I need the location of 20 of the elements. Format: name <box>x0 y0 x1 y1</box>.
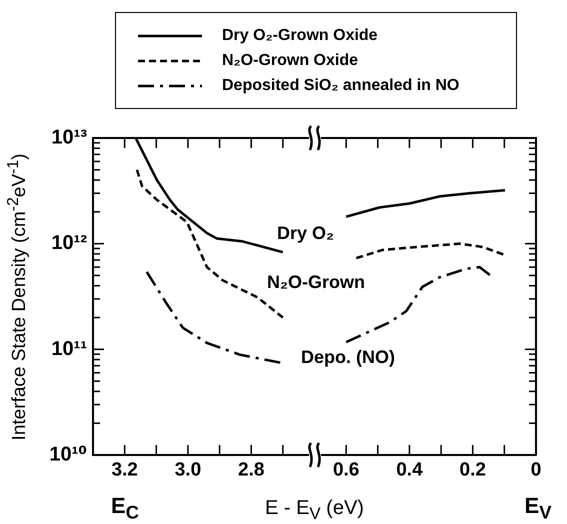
y-tick-label: 10¹⁰ <box>49 444 87 466</box>
x-tick-label: 0.4 <box>396 460 424 481</box>
legend-label: Dry O₂-Grown Oxide <box>222 26 378 44</box>
text: E$_{V}$ <box>524 493 552 524</box>
annotation: Dry O₂ <box>277 222 334 245</box>
x-tick-label: 2.8 <box>238 460 264 481</box>
legend-label: N₂O-Grown Oxide <box>222 52 358 70</box>
x-tick-label: 3.0 <box>174 460 202 481</box>
annotation: N₂O-Grown <box>267 271 365 294</box>
x-tick-label: 0 <box>530 460 542 481</box>
x-axis-title: E - E$_{V}$ (eV) <box>265 497 364 523</box>
y-tick-label: 10¹² <box>51 232 88 254</box>
text: E$_{C}$ <box>110 493 140 524</box>
y-tick-label: 10¹¹ <box>51 338 88 360</box>
x-tick-label: 0.6 <box>332 460 360 481</box>
x-tick-label: 3.2 <box>111 460 138 481</box>
y-tick-label: 10¹³ <box>51 126 88 149</box>
legend-label: Deposited SiO₂ annealed in NO <box>222 76 460 94</box>
annotation: Depo. (NO) <box>301 346 395 369</box>
x-tick-label: 0.2 <box>460 460 486 481</box>
